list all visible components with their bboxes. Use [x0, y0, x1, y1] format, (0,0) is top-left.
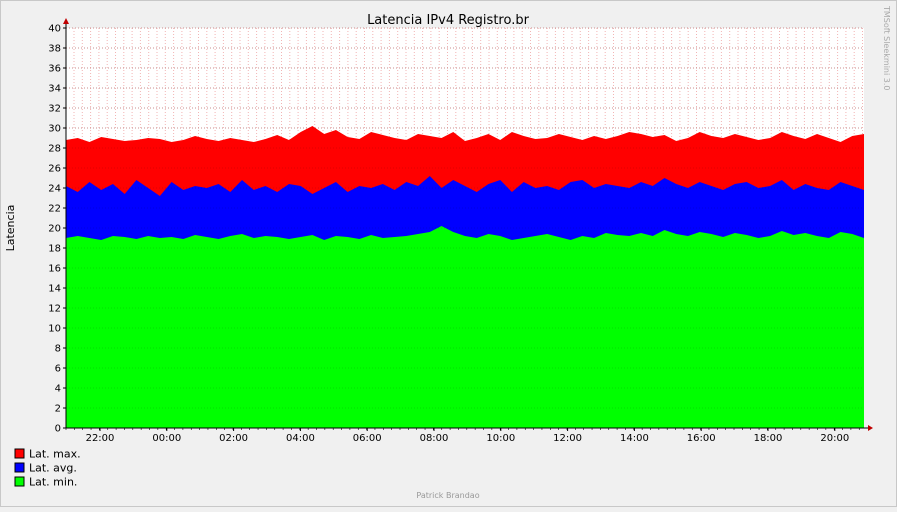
legend-swatch-lat-min: [14, 476, 25, 487]
x-tick-label: 22:00: [86, 433, 115, 444]
grid-overlay: [66, 27, 864, 429]
x-tick-label: 14:00: [620, 433, 649, 444]
x-tick-label: 10:00: [486, 433, 515, 444]
y-tick-label: 34: [48, 84, 61, 95]
x-tick-label: 08:00: [420, 433, 449, 444]
y-tick-label: 22: [48, 204, 61, 215]
y-tick-label: 28: [48, 144, 61, 155]
legend-swatch-lat-max: [14, 448, 25, 459]
x-tick-label: 00:00: [152, 433, 181, 444]
y-tick-label: 36: [48, 64, 61, 75]
legend-label-lat-avg: Lat. avg.: [29, 462, 77, 475]
y-tick-label: 18: [48, 244, 61, 255]
y-tick-label: 30: [48, 124, 61, 135]
y-tick-label: 12: [48, 304, 61, 315]
series-area-lat-min: [66, 226, 864, 428]
area-series-group: [66, 126, 864, 428]
y-tick-label: 2: [55, 404, 61, 415]
y-tick-label: 0: [55, 424, 61, 435]
x-tick-label: 06:00: [353, 433, 382, 444]
y-tick-label: 32: [48, 104, 61, 115]
chart-title: Latencia IPv4 Registro.br: [367, 13, 530, 28]
x-tick-label: 04:00: [286, 433, 315, 444]
x-axis-arrow: [868, 425, 873, 431]
y-tick-label: 20: [48, 224, 61, 235]
x-tick-label: 02:00: [219, 433, 248, 444]
y-tick-label: 4: [55, 384, 61, 395]
y-tick-label: 8: [55, 344, 61, 355]
y-axis-label: Latencia: [4, 205, 17, 252]
legend-swatch-lat-avg: [14, 462, 25, 473]
x-tick-label: 20:00: [820, 433, 849, 444]
x-tick-label: 12:00: [553, 433, 582, 444]
x-axis-ticks: 22:00 00:00 02:00 04:00 06:00 08:00 10:00 12:00…: [65, 428, 860, 444]
y-tick-label: 6: [55, 364, 61, 375]
legend: Lat. max.Lat. avg.Lat. min.: [14, 448, 81, 489]
y-tick-label: 16: [48, 264, 61, 275]
footer-credit: Patrick Brandao: [416, 491, 479, 500]
y-tick-label: 14: [48, 284, 61, 295]
x-tick-label: 18:00: [754, 433, 783, 444]
y-tick-label: 26: [48, 164, 61, 175]
y-tick-label: 10: [48, 324, 61, 335]
y-tick-label: 38: [48, 44, 61, 55]
legend-label-lat-min: Lat. min.: [29, 476, 77, 489]
y-tick-label: 24: [48, 184, 61, 195]
axes: [63, 18, 873, 431]
watermark-text: TMSoft Sleekmini 3.0: [882, 5, 891, 90]
y-tick-label: 40: [48, 24, 61, 35]
x-tick-label: 16:00: [687, 433, 716, 444]
y-axis-arrow: [63, 18, 69, 24]
legend-label-lat-max: Lat. max.: [29, 448, 81, 461]
